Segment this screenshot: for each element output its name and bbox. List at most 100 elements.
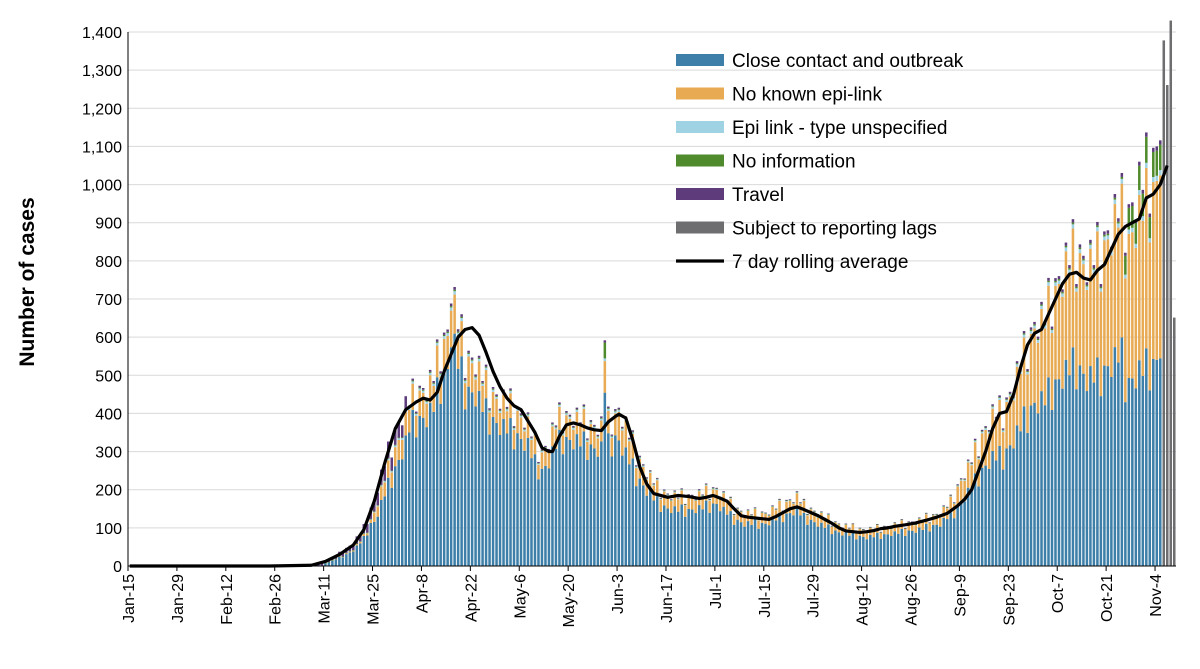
bar-segment <box>652 500 656 566</box>
bar-segment <box>341 556 345 558</box>
bar-segment <box>1008 396 1012 446</box>
bar-segment <box>778 499 781 501</box>
bar-segment <box>890 535 893 566</box>
bar-segment <box>481 383 484 386</box>
bar-segment <box>781 512 785 523</box>
bar-segment <box>383 480 387 482</box>
bar-segment <box>390 487 394 566</box>
bar-segment <box>987 430 991 432</box>
bar-segment <box>442 338 446 372</box>
bar-segment <box>676 498 680 500</box>
bar-segment <box>949 494 952 496</box>
bar-segment <box>736 509 739 520</box>
bar-segment <box>1040 391 1043 566</box>
bar-segment <box>1036 336 1040 339</box>
bar-segment <box>435 341 439 343</box>
bar-segment <box>1134 223 1138 244</box>
bar-segment <box>917 517 921 519</box>
bar-segment <box>512 429 516 450</box>
bar-segment <box>617 407 621 410</box>
bar-segment <box>348 551 352 553</box>
bar-segment <box>341 556 345 557</box>
bar-segment <box>1019 374 1022 432</box>
bar-segment <box>837 532 841 566</box>
bar-segment <box>809 508 813 509</box>
bar-segment <box>694 499 697 500</box>
bar-segment <box>729 497 732 498</box>
bar-segment <box>505 409 509 412</box>
bar-segment <box>645 477 649 479</box>
bar-segment <box>959 479 963 480</box>
bar-segment <box>355 543 359 545</box>
bar-segment <box>1026 369 1029 372</box>
bar-segment <box>739 511 743 512</box>
bar-segment <box>680 488 683 490</box>
bar-segment <box>1026 371 1029 373</box>
bar-segment <box>1078 253 1082 366</box>
bar-segment <box>523 450 526 566</box>
bar-segment <box>498 411 502 413</box>
bar-segment <box>418 415 421 566</box>
bar-segment <box>1075 286 1078 289</box>
bar-segment <box>505 411 509 434</box>
bar-segment <box>1145 348 1148 566</box>
bar-segment <box>404 396 407 409</box>
bar-segment <box>694 513 697 566</box>
bar-segment <box>582 408 586 432</box>
bar-segment <box>655 478 659 480</box>
bar-segment <box>537 464 540 480</box>
bar-segment <box>1078 247 1082 250</box>
axes <box>127 32 1176 567</box>
bar-segment <box>495 423 498 566</box>
bar-segment <box>1075 291 1078 390</box>
bar-segment <box>911 530 914 566</box>
x-tick-label: Nov-4 <box>1148 574 1165 617</box>
bar-segment <box>376 505 380 506</box>
bar-segment <box>610 434 614 436</box>
bar-segment <box>739 522 743 566</box>
bar-segment <box>673 490 676 492</box>
bar-segment <box>603 361 607 393</box>
bar-segment <box>1131 232 1134 379</box>
legend-item: 7 day rolling average <box>676 252 908 273</box>
bar-segment <box>952 503 956 519</box>
bar-segment <box>914 532 918 566</box>
bar-segment <box>788 513 792 566</box>
bar-segment <box>980 433 984 468</box>
bar-segment <box>662 490 666 491</box>
bar-segment <box>1061 293 1064 297</box>
bar-segment <box>917 517 921 518</box>
bar-segment <box>481 386 484 412</box>
bar-segment <box>568 414 572 417</box>
bar-segment <box>1001 428 1005 430</box>
bar-segment <box>816 517 820 527</box>
bar-segment <box>1057 283 1061 380</box>
bar-segment <box>806 514 809 516</box>
bar-segment <box>512 449 516 566</box>
bar-segment <box>774 508 778 510</box>
bar-segment <box>589 444 593 566</box>
bar-segment <box>673 492 676 507</box>
bar-segment <box>575 434 579 566</box>
bar-segment <box>795 491 799 493</box>
bar-segment <box>1054 282 1057 286</box>
bar-segment <box>439 403 442 566</box>
bar-segment <box>928 522 931 523</box>
bar-segment <box>460 314 463 317</box>
bar-segment <box>516 410 519 434</box>
bar-segment <box>338 557 341 566</box>
bar-segment <box>586 438 589 440</box>
bar-segment <box>732 513 736 515</box>
bar-segment <box>802 499 806 501</box>
bar-segment <box>345 553 348 555</box>
bar-segment <box>802 500 806 513</box>
bar-segment <box>935 513 938 515</box>
bar-segment <box>484 364 488 367</box>
bar-segment <box>446 329 449 332</box>
bar-segment <box>998 397 1001 398</box>
y-tick-label: 700 <box>95 292 122 309</box>
bar-segment <box>484 398 488 566</box>
bar-segment <box>373 512 376 522</box>
bar-segment <box>383 466 387 481</box>
bar-segment <box>1159 170 1162 176</box>
